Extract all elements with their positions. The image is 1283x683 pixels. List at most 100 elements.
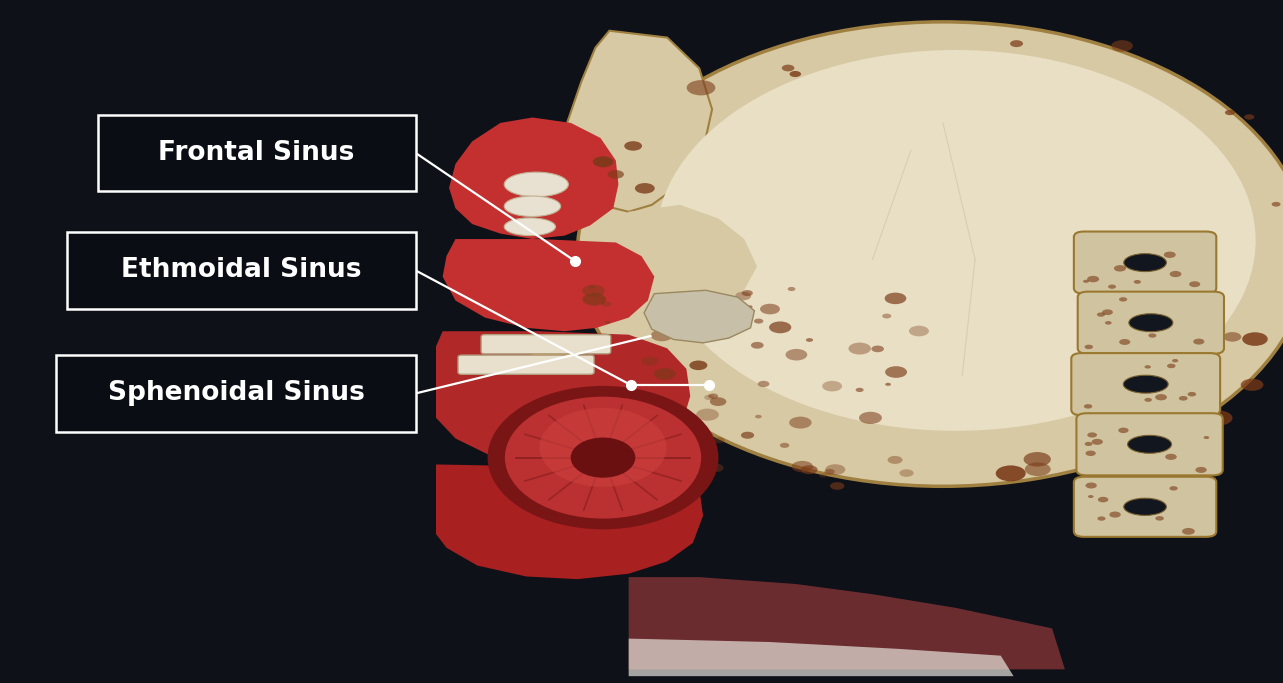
Text: Ethmoidal Sinus: Ethmoidal Sinus bbox=[121, 257, 362, 283]
Circle shape bbox=[856, 388, 863, 392]
Ellipse shape bbox=[656, 50, 1256, 431]
Ellipse shape bbox=[504, 196, 561, 217]
Circle shape bbox=[1188, 392, 1196, 397]
Polygon shape bbox=[629, 639, 1014, 676]
Circle shape bbox=[754, 415, 762, 419]
Circle shape bbox=[1196, 467, 1207, 473]
Circle shape bbox=[1134, 280, 1141, 284]
Polygon shape bbox=[565, 31, 712, 212]
Circle shape bbox=[1182, 528, 1194, 535]
Circle shape bbox=[1179, 396, 1188, 401]
Circle shape bbox=[824, 469, 835, 475]
Circle shape bbox=[1169, 486, 1178, 490]
Polygon shape bbox=[629, 577, 1065, 669]
Polygon shape bbox=[426, 464, 703, 579]
Circle shape bbox=[598, 423, 609, 430]
Circle shape bbox=[634, 415, 657, 428]
Circle shape bbox=[996, 465, 1025, 482]
Bar bbox=[1100, 466, 1196, 477]
Circle shape bbox=[713, 316, 734, 326]
Circle shape bbox=[668, 413, 677, 418]
Circle shape bbox=[1168, 363, 1175, 368]
Circle shape bbox=[908, 326, 929, 336]
Circle shape bbox=[789, 417, 812, 428]
Bar bbox=[1097, 285, 1193, 295]
Circle shape bbox=[1165, 454, 1177, 460]
Circle shape bbox=[1241, 379, 1264, 391]
Circle shape bbox=[1164, 251, 1175, 258]
Circle shape bbox=[1109, 285, 1116, 289]
Circle shape bbox=[1189, 281, 1200, 287]
Circle shape bbox=[742, 290, 753, 296]
Circle shape bbox=[1119, 297, 1128, 302]
Circle shape bbox=[709, 398, 726, 406]
Circle shape bbox=[822, 381, 842, 391]
Circle shape bbox=[742, 432, 754, 438]
Circle shape bbox=[706, 301, 725, 311]
Circle shape bbox=[647, 434, 670, 446]
Circle shape bbox=[697, 408, 718, 421]
Circle shape bbox=[1010, 40, 1023, 47]
Circle shape bbox=[830, 482, 844, 490]
Circle shape bbox=[625, 141, 642, 151]
Circle shape bbox=[848, 343, 871, 354]
Circle shape bbox=[1111, 40, 1133, 52]
Circle shape bbox=[582, 293, 606, 306]
Circle shape bbox=[1148, 333, 1156, 337]
Ellipse shape bbox=[1124, 498, 1166, 516]
Ellipse shape bbox=[1124, 253, 1166, 272]
Circle shape bbox=[785, 349, 807, 361]
Circle shape bbox=[606, 438, 625, 449]
FancyBboxPatch shape bbox=[1074, 232, 1216, 294]
Circle shape bbox=[704, 395, 715, 400]
Bar bbox=[0, 0, 436, 683]
Circle shape bbox=[735, 292, 751, 301]
Polygon shape bbox=[526, 345, 577, 372]
Ellipse shape bbox=[539, 408, 667, 487]
Circle shape bbox=[1097, 516, 1106, 520]
Polygon shape bbox=[609, 205, 757, 309]
Circle shape bbox=[1087, 276, 1100, 282]
Circle shape bbox=[801, 465, 817, 474]
Circle shape bbox=[1084, 404, 1092, 408]
Circle shape bbox=[612, 465, 634, 477]
Circle shape bbox=[789, 71, 801, 77]
Circle shape bbox=[642, 357, 658, 365]
Circle shape bbox=[792, 461, 813, 473]
Circle shape bbox=[747, 305, 753, 308]
FancyBboxPatch shape bbox=[67, 232, 416, 309]
Circle shape bbox=[780, 443, 789, 448]
Circle shape bbox=[819, 473, 828, 477]
Ellipse shape bbox=[577, 22, 1283, 486]
Circle shape bbox=[1114, 265, 1126, 272]
FancyBboxPatch shape bbox=[1076, 413, 1223, 475]
Circle shape bbox=[582, 285, 604, 296]
Circle shape bbox=[1084, 442, 1093, 446]
Text: Frontal Sinus: Frontal Sinus bbox=[158, 140, 355, 166]
Circle shape bbox=[1088, 495, 1093, 498]
Circle shape bbox=[1119, 339, 1130, 345]
Circle shape bbox=[1025, 462, 1051, 476]
FancyBboxPatch shape bbox=[98, 115, 416, 191]
Circle shape bbox=[1085, 451, 1096, 456]
Ellipse shape bbox=[506, 397, 701, 518]
Circle shape bbox=[1245, 114, 1255, 120]
Circle shape bbox=[604, 321, 611, 324]
Circle shape bbox=[860, 412, 881, 424]
Circle shape bbox=[825, 464, 845, 475]
Circle shape bbox=[1092, 438, 1103, 445]
Circle shape bbox=[635, 183, 654, 193]
Ellipse shape bbox=[571, 438, 635, 477]
FancyBboxPatch shape bbox=[56, 355, 416, 432]
Text: Sphenoidal Sinus: Sphenoidal Sinus bbox=[108, 380, 364, 406]
FancyBboxPatch shape bbox=[1071, 353, 1220, 415]
Circle shape bbox=[650, 330, 672, 342]
Circle shape bbox=[1098, 497, 1109, 503]
Circle shape bbox=[1144, 398, 1152, 402]
Circle shape bbox=[760, 304, 780, 314]
Circle shape bbox=[885, 382, 890, 386]
Circle shape bbox=[726, 303, 745, 313]
Circle shape bbox=[1205, 410, 1233, 426]
Circle shape bbox=[1271, 202, 1280, 207]
Circle shape bbox=[1024, 452, 1051, 466]
